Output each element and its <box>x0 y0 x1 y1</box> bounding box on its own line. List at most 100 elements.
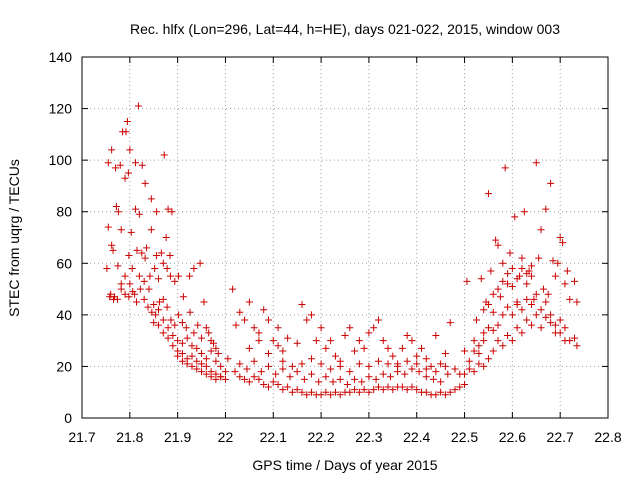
y-tick-label: 120 <box>49 101 73 117</box>
data-point <box>159 259 167 267</box>
data-point <box>221 368 229 376</box>
data-point <box>212 375 220 383</box>
data-point <box>492 236 500 244</box>
data-point <box>508 264 516 272</box>
data-point <box>384 383 392 391</box>
data-point <box>135 210 143 218</box>
data-point <box>374 357 382 365</box>
data-point <box>175 311 183 319</box>
data-point <box>250 373 258 381</box>
data-point <box>331 352 339 360</box>
data-point <box>413 386 421 394</box>
data-point <box>140 295 148 303</box>
data-point <box>351 375 359 383</box>
data-point <box>274 324 282 332</box>
data-point <box>384 360 392 368</box>
data-point <box>109 246 117 254</box>
data-point <box>153 208 161 216</box>
data-point <box>480 362 488 370</box>
data-point <box>365 329 373 337</box>
data-point <box>508 311 516 319</box>
data-point <box>527 262 535 270</box>
data-point <box>112 203 120 211</box>
data-point <box>484 301 492 309</box>
data-point <box>432 368 440 376</box>
data-point <box>470 347 478 355</box>
data-point <box>141 179 149 187</box>
data-point <box>351 386 359 394</box>
data-point <box>298 301 306 309</box>
data-point <box>236 360 244 368</box>
data-point <box>532 311 540 319</box>
data-point <box>504 331 512 339</box>
data-point <box>441 362 449 370</box>
data-point <box>117 226 125 234</box>
data-point <box>379 370 387 378</box>
data-point <box>463 277 471 285</box>
data-point <box>145 285 153 293</box>
data-point <box>494 337 502 345</box>
data-point <box>537 226 545 234</box>
data-point <box>525 267 533 275</box>
data-point <box>162 234 170 241</box>
data-point <box>571 277 579 285</box>
data-point <box>250 357 258 365</box>
data-point <box>300 375 308 383</box>
x-tick-label: 22.1 <box>260 429 287 445</box>
data-point <box>229 285 237 293</box>
data-point <box>336 362 344 370</box>
data-point <box>542 205 550 213</box>
data-point <box>198 360 206 368</box>
data-point <box>264 350 272 358</box>
data-point <box>446 319 454 327</box>
data-point <box>451 365 459 373</box>
data-point <box>403 386 411 394</box>
x-tick-label: 22.4 <box>403 429 430 445</box>
data-point <box>269 378 277 386</box>
data-point <box>518 254 526 262</box>
data-point <box>386 373 394 381</box>
data-point <box>351 347 359 355</box>
data-point <box>389 352 397 360</box>
data-point <box>146 272 154 280</box>
plot-frame <box>81 56 609 419</box>
data-point <box>451 386 459 394</box>
x-tick-label: 21.7 <box>68 429 95 445</box>
data-point <box>535 254 543 262</box>
data-point <box>549 257 557 265</box>
data-point <box>245 344 253 352</box>
data-point <box>288 388 296 396</box>
data-point <box>508 282 516 290</box>
data-point <box>527 272 535 280</box>
data-point <box>298 388 306 396</box>
data-point <box>279 357 287 365</box>
x-axis-label: GPS time / Days of year 2015 <box>252 457 437 473</box>
data-point <box>484 324 492 332</box>
data-point <box>554 259 562 267</box>
data-point <box>561 337 569 345</box>
data-point <box>303 316 311 324</box>
data-point <box>432 331 440 339</box>
data-point <box>427 362 435 370</box>
data-point <box>537 324 545 332</box>
data-point <box>308 388 316 396</box>
data-point <box>104 223 112 231</box>
data-point <box>487 267 495 275</box>
axes <box>81 56 609 419</box>
data-point <box>360 386 368 394</box>
data-point <box>179 293 187 301</box>
data-point <box>131 290 139 298</box>
data-point <box>186 272 194 280</box>
data-point <box>480 337 488 345</box>
data-point <box>475 350 483 358</box>
y-tick-label: 100 <box>49 152 73 168</box>
data-point <box>108 241 116 249</box>
data-point <box>217 362 225 370</box>
data-point <box>374 383 382 391</box>
data-point <box>360 344 368 352</box>
data-point <box>379 386 387 394</box>
data-point <box>153 252 161 260</box>
y-tick-label: 80 <box>56 204 72 220</box>
data-point <box>475 360 483 368</box>
